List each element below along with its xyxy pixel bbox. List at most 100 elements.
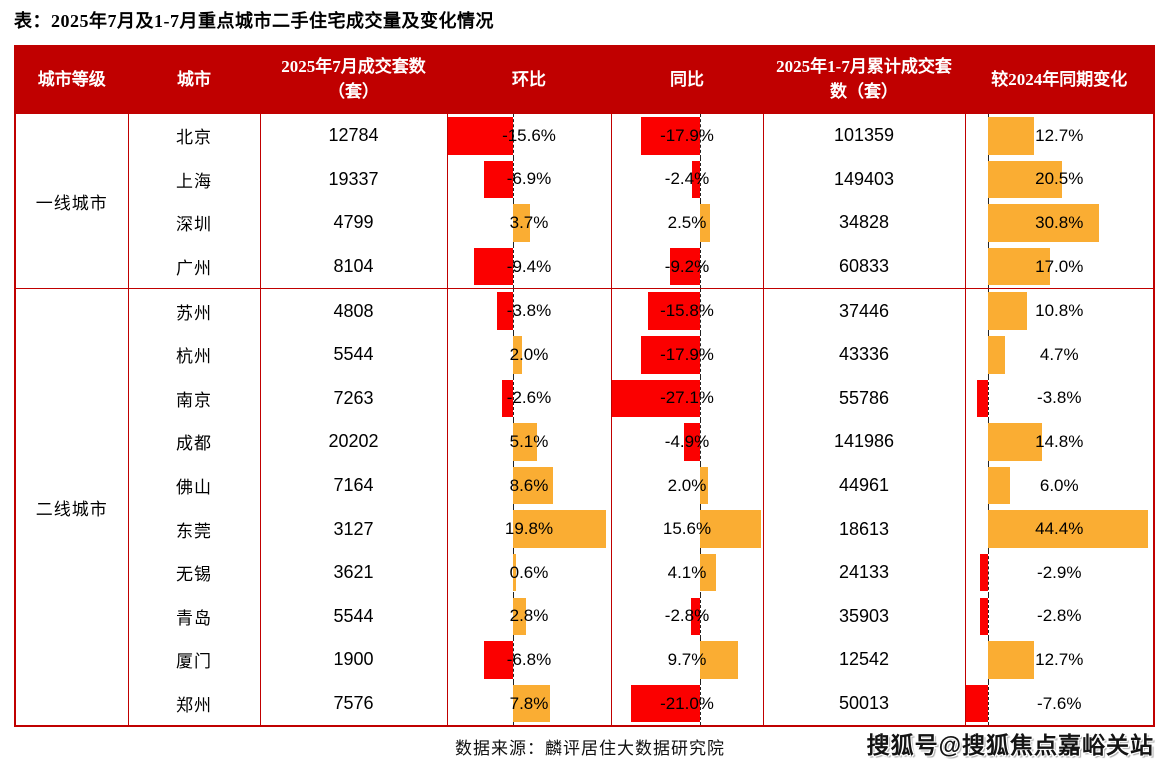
city-name: 郑州 — [127, 681, 261, 727]
table-row: 南京 7263 -2.6% -27.1% 55786 -3.8% — [15, 376, 1155, 421]
yoy-value: -2.8% — [664, 606, 710, 626]
vs2024-value: 44.4% — [1035, 519, 1084, 539]
vs2024-value: 6.0% — [1039, 475, 1079, 495]
yoy-data-bar — [641, 336, 700, 374]
mom-value: 2.8% — [509, 606, 549, 626]
cumulative-units-value: 43336 — [762, 332, 966, 377]
july-units-value: 8104 — [259, 244, 448, 289]
zero-axis-line — [512, 114, 514, 158]
vs2024-bar-cell: -7.6% — [964, 681, 1155, 727]
vs2024-data-bar — [966, 684, 989, 723]
mom-value: 7.8% — [509, 693, 549, 713]
mom-bar-cell: 2.8% — [446, 594, 612, 639]
july-units-value: 5544 — [259, 594, 448, 639]
zero-axis-line — [699, 289, 701, 333]
zero-axis-line — [988, 550, 990, 595]
yoy-value: 2.5% — [667, 212, 707, 232]
table-row: 厦门 1900 -6.8% 9.7% 12542 12.7% — [15, 638, 1155, 682]
vs2024-value: 4.7% — [1039, 344, 1079, 364]
vs2024-bar-cell: 12.7% — [964, 113, 1155, 158]
yoy-bar-cell: 2.5% — [610, 201, 764, 245]
yoy-bar-cell: -15.8% — [610, 288, 764, 333]
july-units-value: 3621 — [259, 550, 448, 595]
mom-data-bar — [512, 466, 554, 505]
data-table: 城市等级 城市 2025年7月成交套数（套） 环比 同比 2025年1-7月累计… — [14, 45, 1155, 728]
vs2024-value: 12.7% — [1035, 649, 1084, 669]
mom-value: -2.6% — [506, 388, 552, 408]
vs2024-value: 10.8% — [1035, 301, 1084, 321]
yoy-bar-cell: -21.0% — [610, 681, 764, 727]
vs2024-bar-cell: 12.7% — [964, 638, 1155, 682]
mom-data-bar — [512, 510, 607, 548]
city-name: 上海 — [127, 157, 261, 202]
yoy-data-bar — [699, 641, 738, 679]
yoy-bar-cell: -17.9% — [610, 332, 764, 377]
yoy-bar-cell: -17.9% — [610, 113, 764, 158]
mom-value: 2.0% — [509, 344, 549, 364]
zero-axis-line — [512, 289, 514, 333]
vs2024-bar-cell: 30.8% — [964, 201, 1155, 245]
vs2024-bar-cell: 17.0% — [964, 244, 1155, 289]
table-row: 成都 20202 5.1% -4.9% 141986 14.8% — [15, 420, 1155, 464]
mom-value: -3.8% — [506, 301, 552, 321]
vs2024-value: -7.6% — [1037, 693, 1082, 713]
cumulative-units-value: 35903 — [762, 594, 966, 639]
mom-bar-cell: -2.6% — [446, 376, 612, 421]
vs2024-bar-cell: 20.5% — [964, 157, 1155, 202]
vs2024-data-bar — [988, 423, 1042, 461]
zero-axis-line — [699, 157, 701, 202]
cumulative-units-value: 12542 — [762, 638, 966, 682]
vs2024-bar-cell: -2.9% — [964, 550, 1155, 595]
mom-bar-cell: 7.8% — [446, 681, 612, 727]
july-units-value: 12784 — [259, 113, 448, 158]
yoy-data-bar — [612, 379, 700, 418]
yoy-bar-cell: 2.0% — [610, 463, 764, 508]
cumulative-units-value: 24133 — [762, 550, 966, 595]
yoy-bar-cell: -2.4% — [610, 157, 764, 202]
mom-bar-cell: 5.1% — [446, 420, 612, 464]
mom-value: 8.6% — [509, 475, 549, 495]
yoy-data-bar — [692, 160, 700, 199]
table-row: 深圳 4799 3.7% 2.5% 34828 30.8% — [15, 201, 1155, 245]
vs2024-data-bar — [988, 247, 1050, 286]
vs2024-value: -2.8% — [1037, 606, 1082, 626]
yoy-data-bar — [699, 466, 708, 505]
col-header-mom: 环比 — [446, 45, 612, 114]
vs2024-bar-cell: 44.4% — [964, 507, 1155, 551]
zero-axis-line — [988, 681, 990, 726]
tier-label-tier1: 一线城市 — [14, 113, 129, 289]
vs2024-data-bar — [988, 117, 1035, 155]
yoy-value: -27.1% — [660, 388, 714, 408]
july-units-value: 3127 — [259, 507, 448, 551]
zero-axis-line — [699, 332, 701, 377]
cumulative-units-value: 37446 — [762, 288, 966, 333]
col-header-vs2024: 较2024年同期变化 — [964, 45, 1155, 114]
mom-bar-cell: -6.9% — [446, 157, 612, 202]
mom-data-bar — [512, 336, 523, 374]
table-row: 佛山 7164 8.6% 2.0% 44961 6.0% — [15, 463, 1155, 508]
yoy-bar-cell: 4.1% — [610, 550, 764, 595]
table-row: 一线城市 北京 12784 -15.6% -17.9% 101359 12.7% — [14, 113, 1155, 289]
city-name: 成都 — [127, 420, 261, 464]
zero-axis-line — [512, 244, 514, 289]
col-header-yoy: 同比 — [610, 45, 764, 114]
col-header-cumulative-units: 2025年1-7月累计成交套数（套） — [762, 45, 966, 114]
vs2024-value: 12.7% — [1035, 125, 1084, 145]
july-units-value: 20202 — [259, 420, 448, 464]
vs2024-data-bar — [988, 641, 1035, 679]
yoy-bar-cell: -2.8% — [610, 594, 764, 639]
mom-bar-cell: 19.8% — [446, 507, 612, 551]
mom-bar-cell: -6.8% — [446, 638, 612, 682]
city-name: 深圳 — [127, 201, 261, 245]
yoy-data-bar — [699, 553, 716, 592]
yoy-value: -17.9% — [660, 344, 714, 364]
mom-bar-cell: 2.0% — [446, 332, 612, 377]
yoy-data-bar — [699, 204, 710, 242]
yoy-bar-cell: -27.1% — [610, 376, 764, 421]
watermark-text: 搜狐号@搜狐焦点嘉峪关站 — [866, 732, 1154, 758]
col-header-july-units: 2025年7月成交套数（套） — [259, 45, 448, 114]
yoy-value: 4.1% — [667, 562, 707, 582]
vs2024-bar-cell: 10.8% — [964, 288, 1155, 333]
yoy-value: 15.6% — [662, 519, 712, 539]
mom-data-bar — [448, 117, 513, 155]
